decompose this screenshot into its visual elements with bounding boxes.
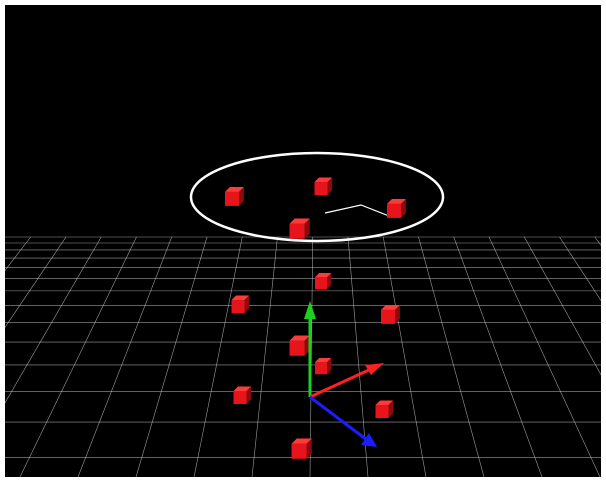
- cube-top-face: [387, 199, 406, 204]
- cube-front-face: [315, 277, 327, 290]
- cube-top-face: [289, 218, 310, 224]
- cube-front-face: [314, 182, 328, 196]
- cube-side-face: [239, 187, 244, 206]
- cube-top-face: [289, 335, 310, 341]
- cube-side-face: [388, 400, 394, 419]
- cube-top-face: [231, 295, 250, 301]
- cube-object[interactable]: [289, 335, 310, 356]
- cube-top-face: [315, 273, 332, 278]
- ground-grid: [5, 236, 601, 477]
- cube-front-face: [231, 300, 245, 314]
- cube-side-face: [327, 273, 332, 290]
- x-axis-line[interactable]: [309, 367, 372, 399]
- object-cubes[interactable]: [225, 177, 406, 459]
- grid-line: [77, 236, 173, 477]
- cube-top-face: [314, 177, 333, 183]
- selection-ring[interactable]: [189, 151, 445, 243]
- cube-top-face: [381, 305, 400, 310]
- grid-line: [5, 236, 67, 328]
- grid-line: [524, 236, 601, 376]
- cube-object[interactable]: [387, 199, 406, 218]
- cube-side-face: [327, 177, 333, 196]
- cube-object[interactable]: [381, 305, 400, 324]
- cube-front-face: [233, 391, 247, 405]
- cube-top-face: [375, 400, 394, 406]
- cube-top-face: [225, 187, 244, 192]
- cube-front-face: [225, 191, 239, 206]
- grid-line: [193, 236, 243, 477]
- cube-side-face: [246, 386, 252, 405]
- cube-top-face: [233, 386, 252, 392]
- cube-object[interactable]: [231, 295, 250, 314]
- cube-front-face: [315, 362, 327, 375]
- cube-side-face: [304, 218, 310, 239]
- cube-side-face: [244, 295, 250, 314]
- grid-line: [251, 236, 278, 477]
- grid-line: [453, 236, 543, 477]
- grid-line: [559, 236, 601, 302]
- cube-object[interactable]: [291, 438, 312, 459]
- cube-front-face: [289, 223, 305, 239]
- grid-line: [488, 236, 601, 477]
- cube-side-face: [306, 438, 312, 459]
- 3d-viewport[interactable]: [5, 5, 601, 477]
- cube-object[interactable]: [233, 386, 252, 405]
- grid-line: [5, 236, 102, 404]
- selection-marker-line: [324, 204, 390, 217]
- cube-object[interactable]: [225, 187, 244, 206]
- z-axis-line[interactable]: [309, 395, 368, 442]
- cube-top-face: [291, 438, 312, 444]
- grid-line: [135, 236, 208, 477]
- cube-side-face: [401, 199, 406, 218]
- cube-object[interactable]: [314, 177, 333, 196]
- cube-object[interactable]: [315, 273, 332, 290]
- cube-front-face: [375, 405, 389, 419]
- cube-object[interactable]: [289, 218, 310, 239]
- cube-front-face: [291, 443, 307, 459]
- cube-front-face: [289, 340, 305, 356]
- cube-side-face: [395, 305, 400, 324]
- selection-ellipse[interactable]: [189, 151, 445, 243]
- y-axis-arrow-icon[interactable]: [304, 301, 316, 319]
- transform-gizmo[interactable]: [304, 301, 384, 447]
- grid-line: [418, 236, 485, 477]
- cube-object[interactable]: [315, 358, 332, 375]
- grid-line: [382, 236, 427, 477]
- cube-top-face: [315, 358, 332, 363]
- cube-front-face: [387, 203, 401, 218]
- cube-side-face: [327, 358, 332, 375]
- x-axis-arrow-icon[interactable]: [365, 363, 384, 375]
- cube-side-face: [304, 335, 310, 356]
- cube-front-face: [381, 309, 395, 324]
- cube-object[interactable]: [375, 400, 394, 419]
- z-axis-arrow-icon[interactable]: [361, 433, 377, 447]
- grid-line: [19, 236, 137, 477]
